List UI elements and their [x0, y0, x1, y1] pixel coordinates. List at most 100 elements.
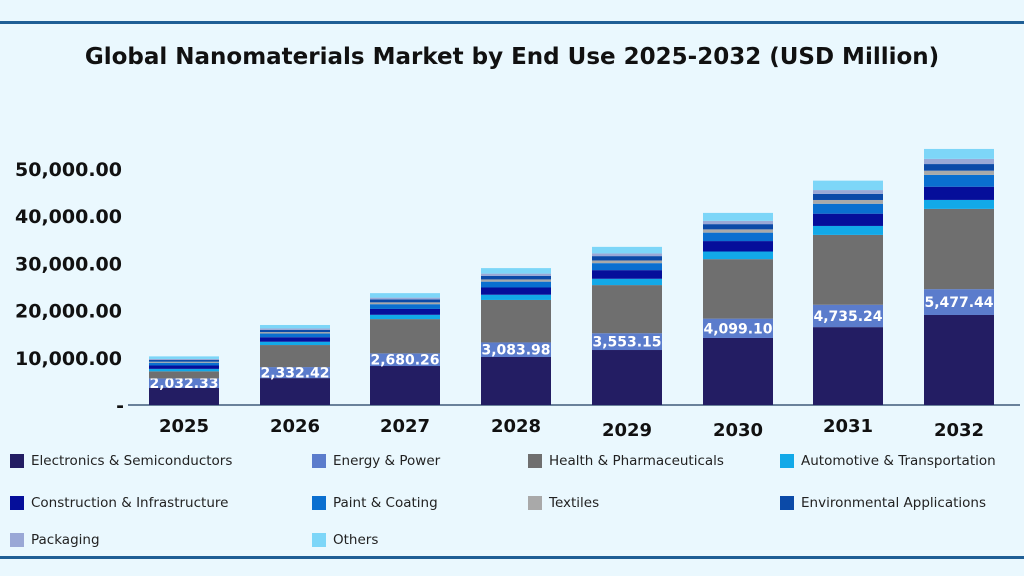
- bar-segment-construction-infrastructure-2029: [592, 270, 662, 279]
- bar-segment-energy-power-2030: [703, 318, 773, 338]
- legend-swatch: [10, 533, 24, 547]
- bar-segment-others-2029: [592, 246, 662, 254]
- bar-segment-textiles-2026: [260, 332, 330, 334]
- legend-item: Packaging: [10, 532, 100, 548]
- bar-segment-others-2027: [370, 293, 440, 298]
- x-tick-label: 2025: [159, 416, 209, 437]
- x-tick-label: 2027: [380, 416, 430, 437]
- y-tick-label: 20,000.00: [15, 301, 122, 323]
- bar-segment-others-2032: [924, 148, 994, 159]
- bar-segment-electronics-semiconductors-2025: [149, 388, 219, 405]
- bar-segment-environmental-applications-2030: [703, 224, 773, 230]
- y-tick-label: 40,000.00: [15, 206, 122, 228]
- chart-plot: - 10,000.00 20,000.00 30,000.00 40,000.00 50,…: [15, 148, 1020, 441]
- bar-segment-energy-power-2027: [370, 353, 440, 367]
- legend-label: Automotive & Transportation: [801, 453, 996, 469]
- legend-label: Others: [333, 532, 379, 548]
- bar-segment-environmental-applications-2027: [370, 299, 440, 303]
- bar-segment-paint-coating-2032: [924, 174, 994, 187]
- bar-segment-others-2030: [703, 212, 773, 221]
- bar-segment-packaging-2028: [481, 273, 551, 276]
- bar-segment-packaging-2029: [592, 253, 662, 257]
- legend-swatch: [780, 454, 794, 468]
- bar-segment-energy-power-2028: [481, 342, 551, 357]
- bar-segment-textiles-2030: [703, 229, 773, 233]
- legend-item: Electronics & Semiconductors: [10, 453, 232, 469]
- bar-segment-construction-infrastructure-2026: [260, 337, 330, 342]
- bar-segment-automotive-transportation-2025: [149, 368, 219, 372]
- data-label: 2,032.33: [149, 376, 218, 392]
- bar-segment-paint-coating-2025: [149, 362, 219, 366]
- data-label: 2,680.26: [370, 353, 439, 369]
- bar-segment-electronics-semiconductors-2032: [924, 314, 994, 405]
- x-tick-label: 2029: [602, 420, 652, 441]
- bar-segment-environmental-applications-2025: [149, 360, 219, 362]
- bar-segment-construction-infrastructure-2028: [481, 287, 551, 295]
- bar-segment-health-pharmaceuticals-2029: [592, 285, 662, 334]
- bar-segment-electronics-semiconductors-2029: [592, 350, 662, 405]
- bar-segment-electronics-semiconductors-2027: [370, 366, 440, 405]
- bar-segment-environmental-applications-2031: [813, 193, 883, 200]
- legend-label: Health & Pharmaceuticals: [549, 453, 724, 469]
- bar-segment-automotive-transportation-2028: [481, 294, 551, 300]
- legend-item: Construction & Infrastructure: [10, 495, 228, 511]
- legend-item: Energy & Power: [312, 453, 440, 469]
- bar-segment-automotive-transportation-2032: [924, 199, 994, 209]
- bar-segment-textiles-2031: [813, 199, 883, 204]
- bar-segment-electronics-semiconductors-2030: [703, 337, 773, 405]
- y-tick-label: 50,000.00: [15, 159, 122, 181]
- bar-segment-paint-coating-2031: [813, 203, 883, 214]
- x-tick-label: 2032: [934, 420, 984, 441]
- legend-item: Others: [312, 532, 378, 548]
- legend-swatch: [10, 454, 24, 468]
- bar-segment-construction-infrastructure-2032: [924, 186, 994, 200]
- bar-segment-construction-infrastructure-2031: [813, 213, 883, 226]
- bar-segment-textiles-2028: [481, 279, 551, 282]
- bar-segment-energy-power-2031: [813, 304, 883, 328]
- x-tick-label: 2030: [713, 420, 763, 441]
- bar-segment-environmental-applications-2029: [592, 256, 662, 261]
- legend-label: Environmental Applications: [801, 495, 986, 511]
- bar-segment-paint-coating-2026: [260, 333, 330, 338]
- legend-swatch: [312, 496, 326, 510]
- bar-segment-environmental-applications-2032: [924, 164, 994, 171]
- legend-item: Textiles: [528, 495, 599, 511]
- bar-segment-others-2026: [260, 324, 330, 329]
- legend-swatch: [312, 454, 326, 468]
- bar-segment-automotive-transportation-2031: [813, 225, 883, 235]
- bar-segment-packaging-2027: [370, 297, 440, 300]
- bar-segment-construction-infrastructure-2030: [703, 241, 773, 252]
- bar-segment-health-pharmaceuticals-2031: [813, 234, 883, 305]
- data-label: 5,477.44: [924, 295, 993, 311]
- bar-segment-textiles-2029: [592, 260, 662, 264]
- bar-segment-others-2025: [149, 356, 219, 359]
- bar-segment-electronics-semiconductors-2031: [813, 327, 883, 405]
- legend-item: Automotive & Transportation: [780, 453, 996, 469]
- bar-segment-energy-power-2029: [592, 333, 662, 351]
- bar-segment-paint-coating-2027: [370, 304, 440, 309]
- bar-segment-health-pharmaceuticals-2032: [924, 208, 994, 290]
- data-label: 4,735.24: [813, 309, 882, 325]
- legend-item: Health & Pharmaceuticals: [528, 453, 724, 469]
- x-tick-label: 2026: [270, 416, 320, 437]
- y-tick-label: 30,000.00: [15, 253, 122, 275]
- bar-segment-textiles-2027: [370, 302, 440, 305]
- legend-item: Paint & Coating: [312, 495, 438, 511]
- legend-swatch: [528, 454, 542, 468]
- data-label: 3,083.98: [481, 343, 550, 359]
- legend-label: Electronics & Semiconductors: [31, 453, 233, 469]
- bar-segment-electronics-semiconductors-2028: [481, 356, 551, 405]
- bar-segment-construction-infrastructure-2027: [370, 308, 440, 315]
- bar-segment-packaging-2031: [813, 190, 883, 194]
- bar-segment-packaging-2026: [260, 328, 330, 330]
- legend-swatch: [780, 496, 794, 510]
- top-rule: [0, 21, 1024, 24]
- bar-segment-paint-coating-2028: [481, 281, 551, 288]
- legend-label: Paint & Coating: [333, 495, 438, 511]
- bar-segment-energy-power-2026: [260, 367, 330, 379]
- bar-segment-others-2028: [481, 268, 551, 274]
- data-label: 3,553.15: [592, 335, 661, 351]
- bar-segment-automotive-transportation-2029: [592, 278, 662, 286]
- bar-segment-electronics-semiconductors-2026: [260, 378, 330, 405]
- bar-segment-textiles-2025: [149, 361, 219, 363]
